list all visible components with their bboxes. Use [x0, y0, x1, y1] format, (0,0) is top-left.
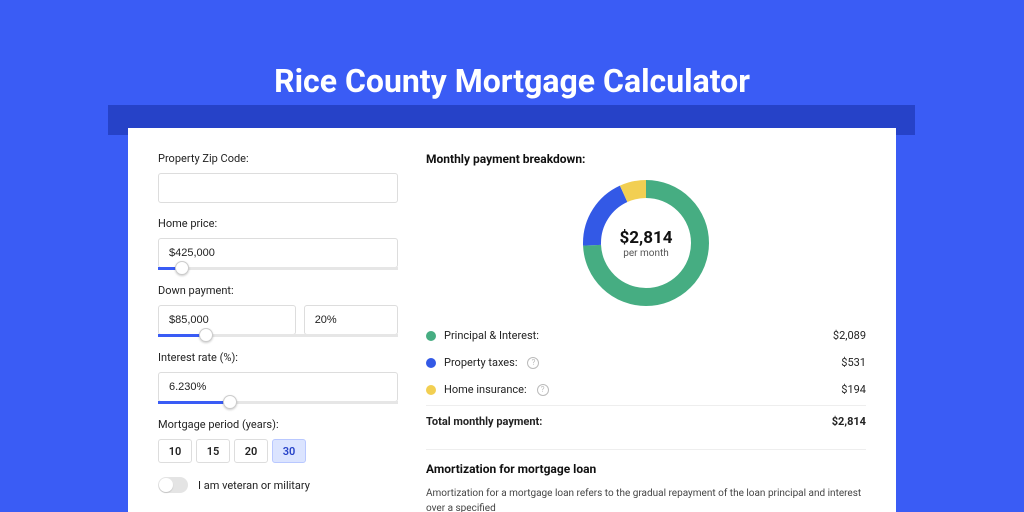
period-field: Mortgage period (years): 10152030 — [158, 418, 398, 463]
veteran-toggle[interactable] — [158, 477, 188, 493]
legend: Principal & Interest: $2,089 Property taxe… — [426, 322, 866, 403]
form-panel: Property Zip Code: Home price: Down paym… — [158, 152, 398, 488]
legend-label: Property taxes: — [444, 356, 517, 369]
down-payment-label: Down payment: — [158, 284, 398, 297]
breakdown-title: Monthly payment breakdown: — [426, 152, 866, 166]
zip-input[interactable] — [158, 173, 398, 203]
page-background: Rice County Mortgage Calculator Property… — [0, 0, 1024, 512]
legend-amount: $531 — [841, 356, 866, 369]
legend-dot — [426, 385, 436, 395]
veteran-toggle-knob — [159, 478, 173, 492]
legend-row-1: Property taxes:? $531 — [426, 349, 866, 376]
interest-slider-thumb[interactable] — [223, 395, 237, 409]
period-label: Mortgage period (years): — [158, 418, 398, 431]
period-option-15[interactable]: 15 — [196, 439, 230, 463]
legend-row-2: Home insurance:? $194 — [426, 376, 866, 403]
down-payment-field: Down payment: — [158, 284, 398, 337]
down-payment-slider[interactable] — [158, 334, 398, 337]
interest-field: Interest rate (%): — [158, 351, 398, 404]
donut-subtext: per month — [623, 248, 669, 259]
divider — [426, 449, 866, 450]
amortization-text: Amortization for a mortgage loan refers … — [426, 486, 866, 512]
donut-chart: $2,814 per month — [583, 180, 709, 306]
interest-input[interactable] — [158, 372, 398, 402]
home-price-field: Home price: — [158, 217, 398, 270]
legend-amount: $194 — [841, 383, 866, 396]
calculator-card: Property Zip Code: Home price: Down paym… — [128, 128, 896, 512]
interest-slider[interactable] — [158, 401, 398, 404]
interest-label: Interest rate (%): — [158, 351, 398, 364]
legend-label: Home insurance: — [444, 383, 527, 396]
zip-label: Property Zip Code: — [158, 152, 398, 165]
home-price-input[interactable] — [158, 238, 398, 268]
donut-chart-wrap: $2,814 per month — [426, 180, 866, 306]
legend-dot — [426, 358, 436, 368]
amortization-title: Amortization for mortgage loan — [426, 462, 866, 476]
donut-value: $2,814 — [620, 228, 673, 248]
legend-label: Principal & Interest: — [444, 329, 539, 342]
info-icon[interactable]: ? — [537, 384, 549, 396]
legend-amount: $2,089 — [833, 329, 866, 342]
period-option-30[interactable]: 30 — [272, 439, 306, 463]
home-price-label: Home price: — [158, 217, 398, 230]
home-price-slider-thumb[interactable] — [175, 261, 189, 275]
info-icon[interactable]: ? — [527, 357, 539, 369]
period-option-10[interactable]: 10 — [158, 439, 192, 463]
legend-row-0: Principal & Interest: $2,089 — [426, 322, 866, 349]
down-payment-pct-input[interactable] — [304, 305, 398, 335]
donut-center: $2,814 per month — [583, 180, 709, 306]
veteran-row: I am veteran or military — [158, 477, 398, 493]
total-row: Total monthly payment: $2,814 — [426, 405, 866, 435]
page-title: Rice County Mortgage Calculator — [0, 62, 1024, 100]
total-label: Total monthly payment: — [426, 415, 542, 428]
total-amount: $2,814 — [832, 415, 866, 428]
down-payment-slider-thumb[interactable] — [199, 328, 213, 342]
zip-field: Property Zip Code: — [158, 152, 398, 203]
home-price-slider[interactable] — [158, 267, 398, 270]
period-option-20[interactable]: 20 — [234, 439, 268, 463]
breakdown-panel: Monthly payment breakdown: $2,814 per mo… — [426, 152, 866, 488]
veteran-label: I am veteran or military — [198, 479, 310, 492]
down-payment-input[interactable] — [158, 305, 296, 335]
legend-dot — [426, 331, 436, 341]
